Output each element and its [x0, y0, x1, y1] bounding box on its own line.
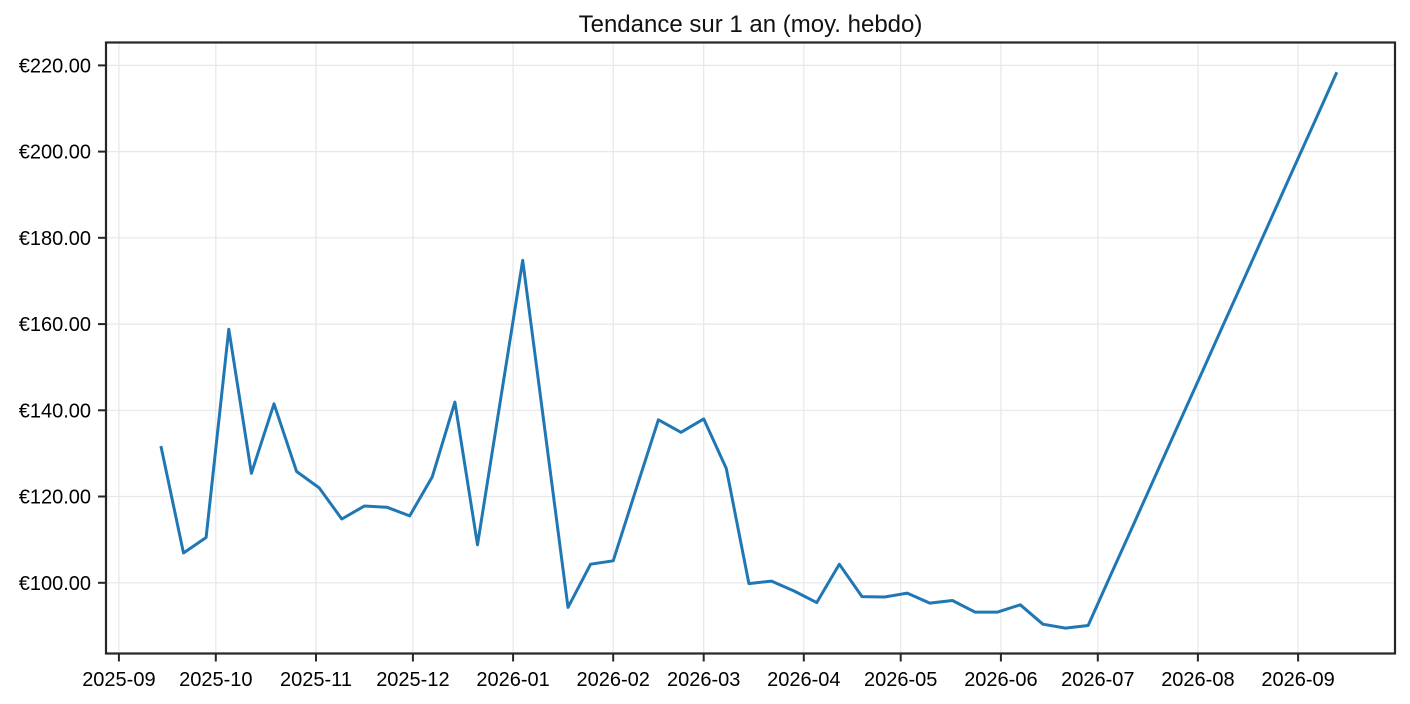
x-tick-label: 2026-02 [576, 669, 649, 691]
x-tick-label: 2025-12 [376, 669, 449, 691]
y-tick-label: €120.00 [19, 487, 91, 509]
x-tick-label: 2026-07 [1061, 669, 1134, 691]
x-tick-label: 2026-08 [1161, 669, 1234, 691]
y-tick-label: €200.00 [19, 142, 91, 164]
plot-border [104, 41, 1397, 655]
x-tick-label: 2025-10 [179, 669, 252, 691]
x-tick-label: 2026-09 [1261, 669, 1334, 691]
x-tick-label: 2026-03 [667, 669, 740, 691]
x-tick-label: 2025-11 [280, 669, 352, 691]
x-tick-label: 2026-05 [864, 669, 937, 691]
x-tick-label: 2025-09 [82, 669, 155, 691]
y-tick-label: €180.00 [19, 228, 91, 250]
x-tick-label: 2026-04 [767, 669, 840, 691]
chart-title: Tendance sur 1 an (moy. hebdo) [578, 11, 923, 38]
y-tick-label: €140.00 [19, 400, 91, 422]
x-tick-label: 2026-06 [964, 669, 1037, 691]
y-tick-label: €160.00 [19, 314, 91, 336]
tick-marks [98, 64, 1300, 662]
y-tick-label: €100.00 [19, 573, 91, 595]
series-line [159, 71, 1339, 630]
gridlines [106, 42, 1395, 654]
y-tick-label: €220.00 [19, 55, 91, 77]
tick-labels: 2025-09 2025-10 2025-11 2025-12 2026-01 2026-… [19, 55, 1335, 691]
x-tick-label: 2026-01 [476, 669, 549, 691]
